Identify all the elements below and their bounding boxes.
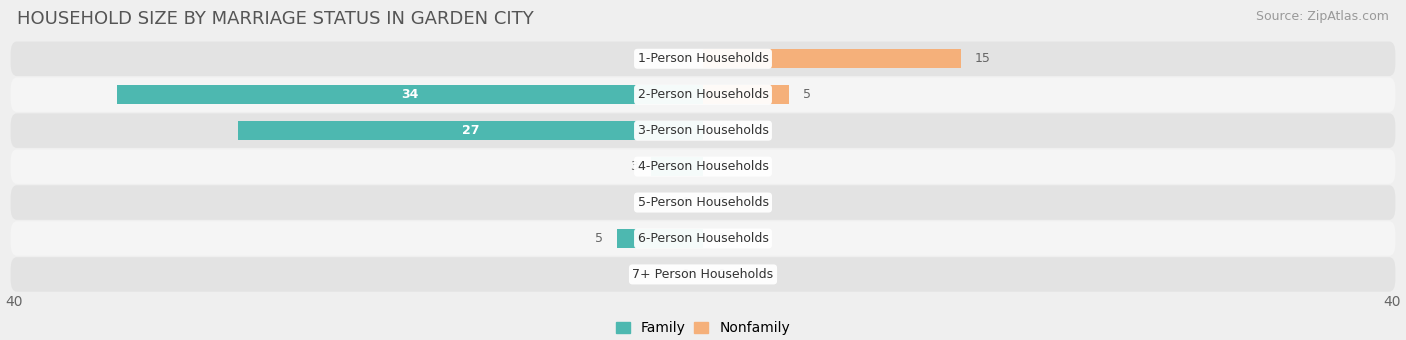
Text: 3-Person Households: 3-Person Households [637,124,769,137]
Text: 0: 0 [717,196,724,209]
FancyBboxPatch shape [11,221,1395,256]
Text: 15: 15 [976,52,991,65]
Text: 2-Person Households: 2-Person Households [637,88,769,101]
Bar [238,121,703,140]
FancyBboxPatch shape [11,114,1395,148]
FancyBboxPatch shape [11,149,1395,184]
FancyBboxPatch shape [11,41,1395,76]
Text: 0: 0 [682,196,689,209]
Text: 0: 0 [717,268,724,281]
Text: 4-Person Households: 4-Person Households [637,160,769,173]
FancyBboxPatch shape [11,257,1395,292]
Text: 6-Person Households: 6-Person Households [637,232,769,245]
Text: 27: 27 [461,124,479,137]
Text: 34: 34 [402,88,419,101]
Bar [617,229,703,248]
Text: 0: 0 [717,160,724,173]
Text: 5: 5 [595,232,603,245]
Bar [651,157,703,176]
Text: 7+ Person Households: 7+ Person Households [633,268,773,281]
Legend: Family, Nonfamily: Family, Nonfamily [610,316,796,340]
Text: 0: 0 [717,232,724,245]
Text: 5-Person Households: 5-Person Households [637,196,769,209]
Text: 0: 0 [682,268,689,281]
Text: 5: 5 [803,88,811,101]
Bar [117,85,703,104]
Text: 3: 3 [630,160,637,173]
Text: 0: 0 [717,124,724,137]
Text: HOUSEHOLD SIZE BY MARRIAGE STATUS IN GARDEN CITY: HOUSEHOLD SIZE BY MARRIAGE STATUS IN GAR… [17,10,534,28]
Text: Source: ZipAtlas.com: Source: ZipAtlas.com [1256,10,1389,23]
FancyBboxPatch shape [11,78,1395,112]
Text: 0: 0 [682,52,689,65]
Bar [703,49,962,68]
Bar [703,85,789,104]
Text: 1-Person Households: 1-Person Households [637,52,769,65]
FancyBboxPatch shape [11,185,1395,220]
